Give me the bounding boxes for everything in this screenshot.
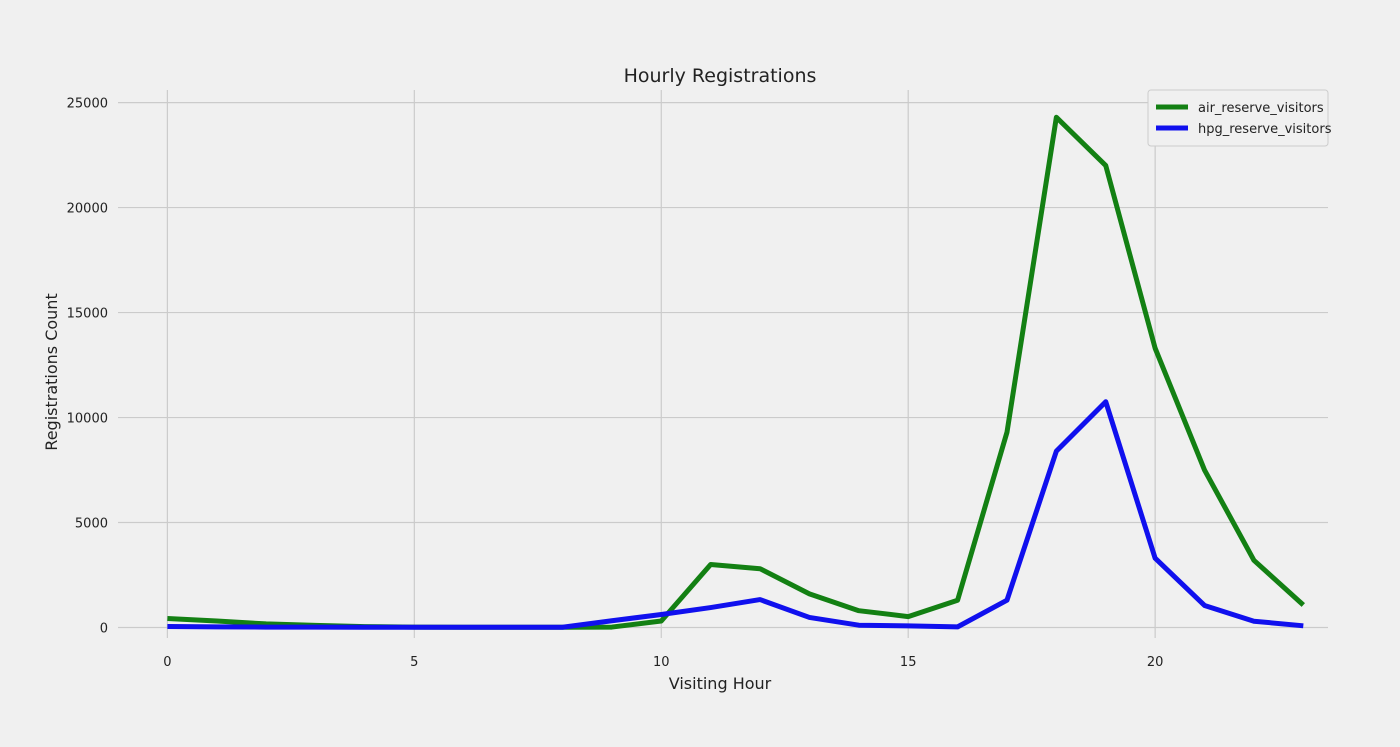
- y-tick-label: 5000: [75, 517, 108, 532]
- legend-label-hpg: hpg_reserve_visitors: [1198, 122, 1332, 137]
- y-tick-label: 10000: [67, 412, 108, 427]
- series-lines: [167, 114, 1305, 630]
- chart-title: Hourly Registrations: [624, 65, 817, 87]
- x-tick-label: 15: [900, 655, 917, 670]
- series-line-hpg-reserve-visitors: [167, 399, 1304, 630]
- x-tick-label: 10: [653, 655, 670, 670]
- y-tick-label: 25000: [67, 97, 108, 112]
- x-axis-label: Visiting Hour: [669, 674, 772, 693]
- y-tick-label: 15000: [67, 307, 108, 322]
- grid: [118, 90, 1328, 638]
- x-tick-label: 5: [410, 655, 418, 670]
- y-tick-label: 0: [100, 622, 108, 637]
- tick-labels: 0 5000 10000 15000 20000 25000 0 5 10 15 20: [67, 97, 1164, 670]
- x-tick-label: 20: [1147, 655, 1164, 670]
- legend-label-air: air_reserve_visitors: [1198, 101, 1324, 116]
- y-axis-label: Registrations Count: [42, 293, 61, 450]
- legend: air_reserve_visitors hpg_reserve_visitor…: [1147, 89, 1332, 147]
- x-tick-label: 0: [163, 655, 171, 670]
- y-tick-label: 20000: [67, 202, 108, 217]
- legend-box: [1147, 89, 1329, 147]
